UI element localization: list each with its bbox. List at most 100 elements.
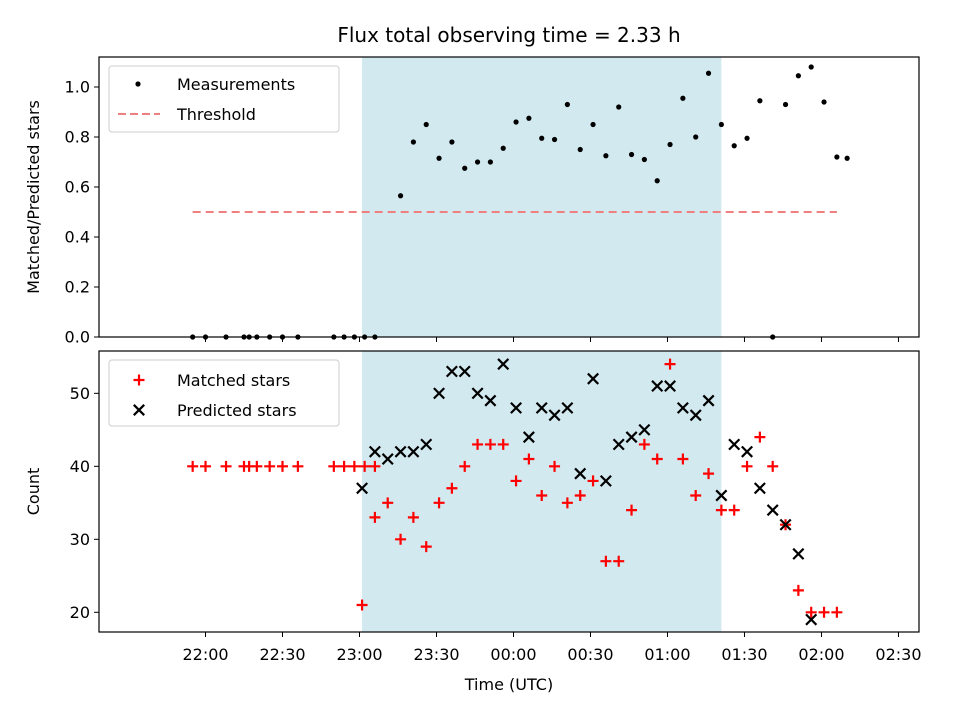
matched-star-point: [348, 460, 360, 472]
legend-matched-plus: [133, 374, 145, 386]
time-x-tick-label: 01:30: [721, 645, 767, 664]
predicted-star-point: [599, 474, 612, 487]
matched-star-point: [792, 584, 804, 596]
measurement-point: [500, 145, 506, 151]
measurement-point: [462, 165, 468, 171]
matched-star-point: [741, 460, 753, 472]
count-y-tick-label: 50: [70, 384, 90, 403]
measurement-point: [526, 115, 532, 121]
count-legend-box: [108, 359, 340, 427]
time-x-tick-label: 00:00: [490, 645, 536, 664]
matched-star-point: [484, 438, 496, 450]
measurement-point: [397, 193, 404, 199]
matched-star-point: [626, 504, 638, 516]
matched-star-point: [187, 460, 199, 472]
matched-star-point: [292, 460, 304, 472]
predicted-star-point: [651, 380, 664, 393]
ratio-panel: 0.0 0.2 0.4 0.6 0.8 1.0 Flux total observing …: [24, 23, 920, 347]
measurement-point: [423, 121, 429, 128]
predicted-star-point: [779, 518, 792, 531]
predicted-star-point: [394, 445, 407, 458]
matched-star-point: [433, 497, 445, 509]
ratio-y-tick-label: 0.4: [65, 228, 90, 247]
matched-star-point: [510, 475, 522, 487]
time-x-tick-label: 00:30: [567, 645, 613, 664]
measurement-point: [603, 153, 609, 159]
predicted-star-point: [715, 489, 728, 502]
predicted-star-point: [497, 358, 510, 371]
count-y-tick-label: 40: [70, 457, 90, 476]
matched-star-point: [277, 460, 289, 472]
measurement-point: [821, 99, 827, 105]
time-x-tick-label: 02:30: [875, 645, 921, 664]
predicted-star-point: [766, 504, 779, 517]
legend-matched-label: Matched stars: [177, 371, 290, 390]
legend-matched-marker: [133, 374, 145, 386]
predicted-star-point: [510, 401, 523, 414]
matched-star-point: [369, 511, 381, 523]
measurement-point: [731, 143, 737, 149]
measurement-point: [718, 121, 724, 128]
ratio-y-tick-label: 0.2: [65, 278, 90, 297]
matched-star-point: [369, 460, 381, 472]
time-x-tick-label: 02:00: [798, 645, 844, 664]
matched-star-point: [472, 438, 484, 450]
matched-star-point: [690, 490, 702, 502]
legend-threshold-label: Threshold: [176, 105, 256, 124]
measurement-point: [834, 154, 840, 160]
matched-star-point: [600, 555, 612, 567]
ratio-y-tick-label: 0.0: [65, 328, 90, 347]
predicted-star-point: [458, 365, 471, 378]
measurement-point: [844, 155, 850, 161]
predicted-star-point: [420, 438, 433, 451]
measurement-point: [628, 151, 635, 158]
measurement-point: [782, 101, 789, 108]
measurement-point: [667, 141, 673, 148]
time-x-tick-label: 22:30: [259, 645, 305, 664]
matched-star-point: [677, 453, 689, 465]
time-x-tick-label: 23:30: [413, 645, 459, 664]
predicted-star-point: [561, 401, 574, 414]
measurement-point: [590, 121, 596, 128]
matched-star-point: [805, 606, 817, 618]
matched-star-point: [446, 482, 458, 494]
matched-star-point: [523, 453, 535, 465]
matched-star-point: [754, 431, 766, 443]
predicted-star-point: [522, 431, 535, 444]
predicted-star-point: [433, 387, 446, 400]
predicted-star-point: [356, 482, 369, 495]
matched-star-point: [728, 504, 740, 516]
predicted-star-point: [548, 409, 561, 422]
matched-star-point: [561, 497, 573, 509]
predicted-star-point: [535, 401, 548, 414]
matched-star-point: [407, 511, 419, 523]
measurement-point: [410, 139, 416, 145]
predicted-star-point: [753, 482, 766, 495]
predicted-star-point: [625, 431, 638, 444]
measurement-point: [539, 135, 545, 141]
predicted-star-point: [368, 445, 381, 458]
predicted-star-point: [702, 394, 715, 407]
predicted-star-point: [638, 423, 651, 436]
measurement-point: [641, 156, 647, 163]
measurement-point: [436, 155, 442, 161]
legend-predicted-cross: [133, 404, 145, 416]
legend-measurements-label: Measurements: [177, 75, 295, 94]
time-x-axis-label: Time (UTC): [464, 675, 553, 694]
matched-star-point: [382, 497, 394, 509]
matched-star-point: [200, 460, 212, 472]
measurement-point: [693, 134, 699, 140]
predicted-star-point: [574, 467, 587, 480]
time-x-tick-label: 01:00: [644, 645, 690, 664]
time-x-tick-label: 23:00: [336, 645, 382, 664]
ratio-y-tick-label: 0.8: [65, 128, 90, 147]
measurement-point: [564, 101, 570, 108]
legend-measurements-marker: [135, 81, 141, 87]
measurement-point: [757, 98, 763, 104]
time-x-tick-label: 22:00: [182, 645, 228, 664]
matched-star-point: [703, 468, 715, 480]
measurement-point: [577, 146, 583, 153]
matched-star-point: [818, 606, 830, 618]
matched-star-point: [664, 358, 676, 370]
predicted-star-point: [664, 380, 677, 393]
